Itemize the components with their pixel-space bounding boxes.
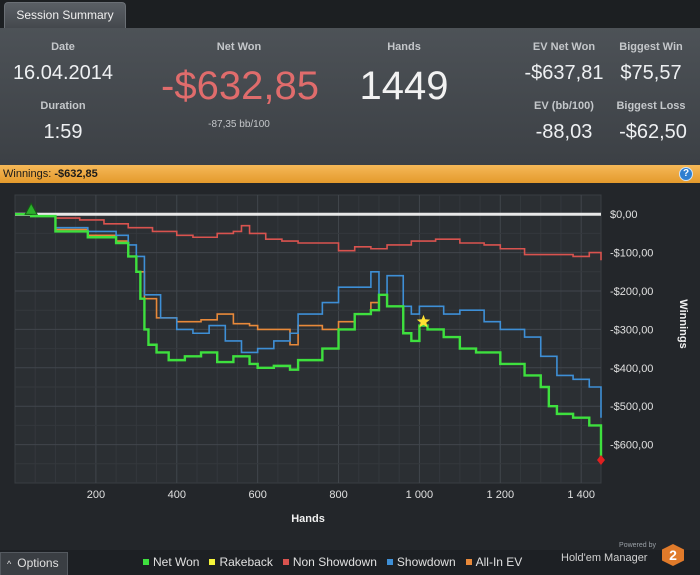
x-tick-label: 1 000 [406,489,434,501]
net-won-bb100: -87,35 bb/100 [208,119,270,130]
y-tick-label: $0,00 [610,209,638,221]
legend-swatch [282,559,289,565]
summary-panel: Date 16.04.2014 Duration 1:59 Net Won -$… [0,28,700,165]
ev-net-won-value: -$637,81 [524,62,604,84]
legend-label: Non Showdown [292,555,377,569]
y-tick-label: -$200,00 [610,286,653,298]
legend-label: Net Won [153,555,200,569]
date-value: 16.04.2014 [12,62,114,84]
tab-bar: Session Summary [0,0,700,28]
tab-session-summary[interactable]: Session Summary [4,2,126,28]
winnings-chart: 200 400 600 800 1 000 1 200 1 400 $0,00 -$100,00… [0,183,700,550]
chart-legend: Net Won Rakeback Non Showdown Showdown All-I… [143,555,532,569]
legend-swatch [465,559,472,565]
legend-label: Showdown [396,555,456,569]
x-tick-label: 600 [248,489,266,501]
y-tick-label: -$100,00 [610,248,653,260]
ev-bb100-value: -88,03 [535,121,593,143]
end-marker [597,454,605,465]
x-tick-label: 1 400 [567,489,595,501]
series-line-non-showdown [15,213,602,261]
chart-svg: 200 400 600 800 1 000 1 200 1 400 $0,00 -$100,00… [14,194,689,525]
winnings-value: -$632,85 [54,168,98,180]
ev-bb100-label: EV (bb/100) [534,100,594,112]
duration-value: 1:59 [43,121,83,143]
biggest-win-value: $75,57 [620,62,682,84]
x-tick-label: 800 [329,489,347,501]
legend-swatch [209,559,216,565]
legend-item[interactable]: Non Showdown [282,555,377,569]
winnings-bar: Winnings: -$632,85 ? [0,165,700,183]
options-button[interactable]: ^ Options [0,552,68,575]
series-line-net-won [15,213,603,457]
hands-label: Hands [387,41,421,53]
x-tick-label: 200 [87,489,105,501]
start-marker [24,202,39,215]
legend-item[interactable]: Showdown [386,555,456,569]
legend-label: Rakeback [219,555,273,569]
x-tick-label: 1 200 [487,489,515,501]
chevron-up-icon: ^ [7,559,12,569]
legend-item[interactable]: All-In EV [465,555,523,569]
x-tick-label: 400 [168,489,186,501]
star-marker [416,314,431,328]
series-line-showdown [15,213,602,418]
biggest-win-label: Biggest Win [619,41,683,53]
duration-label: Duration [40,100,86,112]
hands-value: 1449 [359,64,449,108]
hm2-logo-icon: 2 [662,544,684,566]
winnings-label: Winnings: [3,168,52,180]
legend-swatch [143,559,149,565]
bottom-bar: ^ Options Net Won Rakeback Non Showdown Show… [0,542,700,575]
legend-swatch [386,559,393,565]
y-axis-title: Winnings [677,299,689,348]
date-label: Date [51,41,75,53]
question-icon[interactable]: ? [679,167,693,181]
legend-item[interactable]: Rakeback [209,555,273,569]
legend-label: All-In EV [475,555,523,569]
biggest-loss-label: Biggest Loss [616,100,686,112]
net-won-label: Net Won [216,41,262,53]
legend-item[interactable]: Net Won [143,555,199,569]
biggest-loss-value: -$62,50 [619,121,687,143]
y-tick-label: -$500,00 [610,401,653,413]
y-tick-label: -$300,00 [610,324,653,336]
y-tick-label: -$400,00 [610,363,653,375]
powered-by-label: Powered by [619,542,656,549]
ev-net-won-label: EV Net Won [532,41,596,53]
options-label: Options [17,556,59,570]
net-won-value: -$632,85 [161,64,319,108]
brand-name: Hold'em Manager [561,552,648,564]
y-tick-label: -$600,00 [610,440,653,452]
x-axis-title: Hands [291,513,325,525]
